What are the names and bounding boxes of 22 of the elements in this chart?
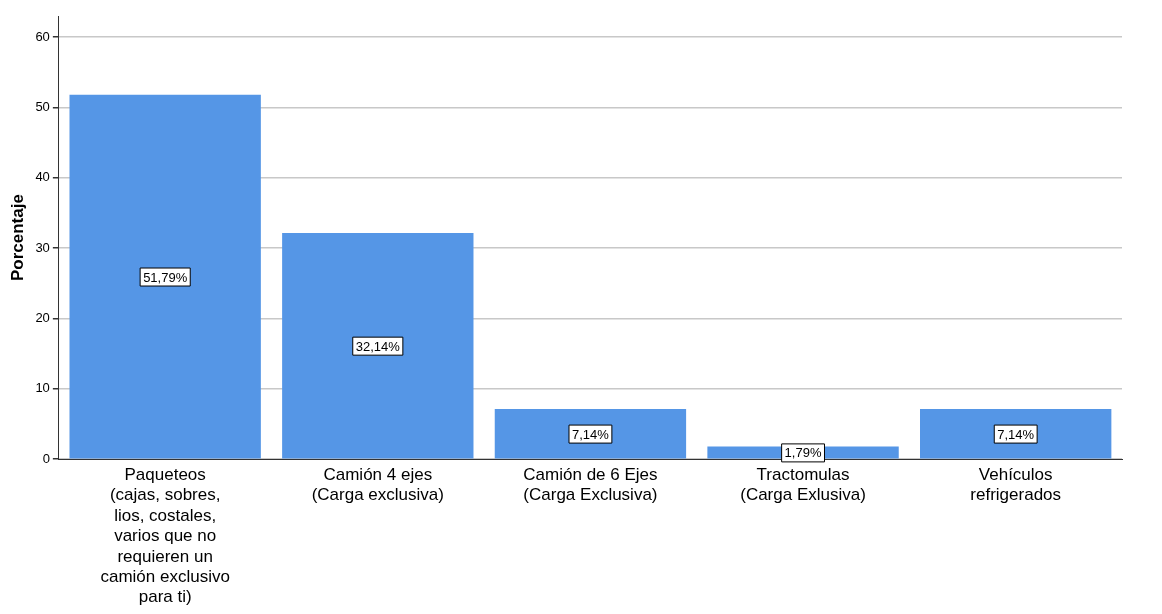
- bar: [920, 408, 1112, 459]
- bar: [282, 233, 474, 459]
- y-tick-label: 0: [42, 450, 50, 466]
- y-tick-label: 30: [35, 239, 50, 255]
- y-tick-label: 20: [35, 310, 50, 326]
- data-label: 32,14%: [355, 338, 401, 354]
- x-tick-label: Tractomulas (Carga Exlusiva): [740, 465, 866, 505]
- data-label: 7,14%: [571, 426, 610, 442]
- y-tick-label: 60: [35, 28, 50, 44]
- data-label: 7,14%: [997, 426, 1035, 442]
- y-tick-label: 10: [35, 380, 50, 396]
- x-tick-label: Paqueteos (cajas, sobres, lios, costales, varios que no requieren un camión exclusivo para ti): [100, 465, 230, 607]
- x-tick-label: Camión de 6 Ejes (Carga Exclusiva): [523, 465, 658, 505]
- y-tick-label: 40: [35, 169, 50, 185]
- data-label: 51,79%: [143, 269, 188, 285]
- x-tick-label: Vehículos refrigerados: [970, 465, 1062, 505]
- x-tick-label: Camión 4 ejes (Carga exclusiva): [311, 465, 444, 505]
- bar: [69, 94, 261, 459]
- y-tick-label: 50: [35, 99, 50, 115]
- data-label: 1,79%: [784, 445, 822, 461]
- bar: [494, 408, 687, 459]
- y-axis-title: Porcentaje: [7, 194, 27, 282]
